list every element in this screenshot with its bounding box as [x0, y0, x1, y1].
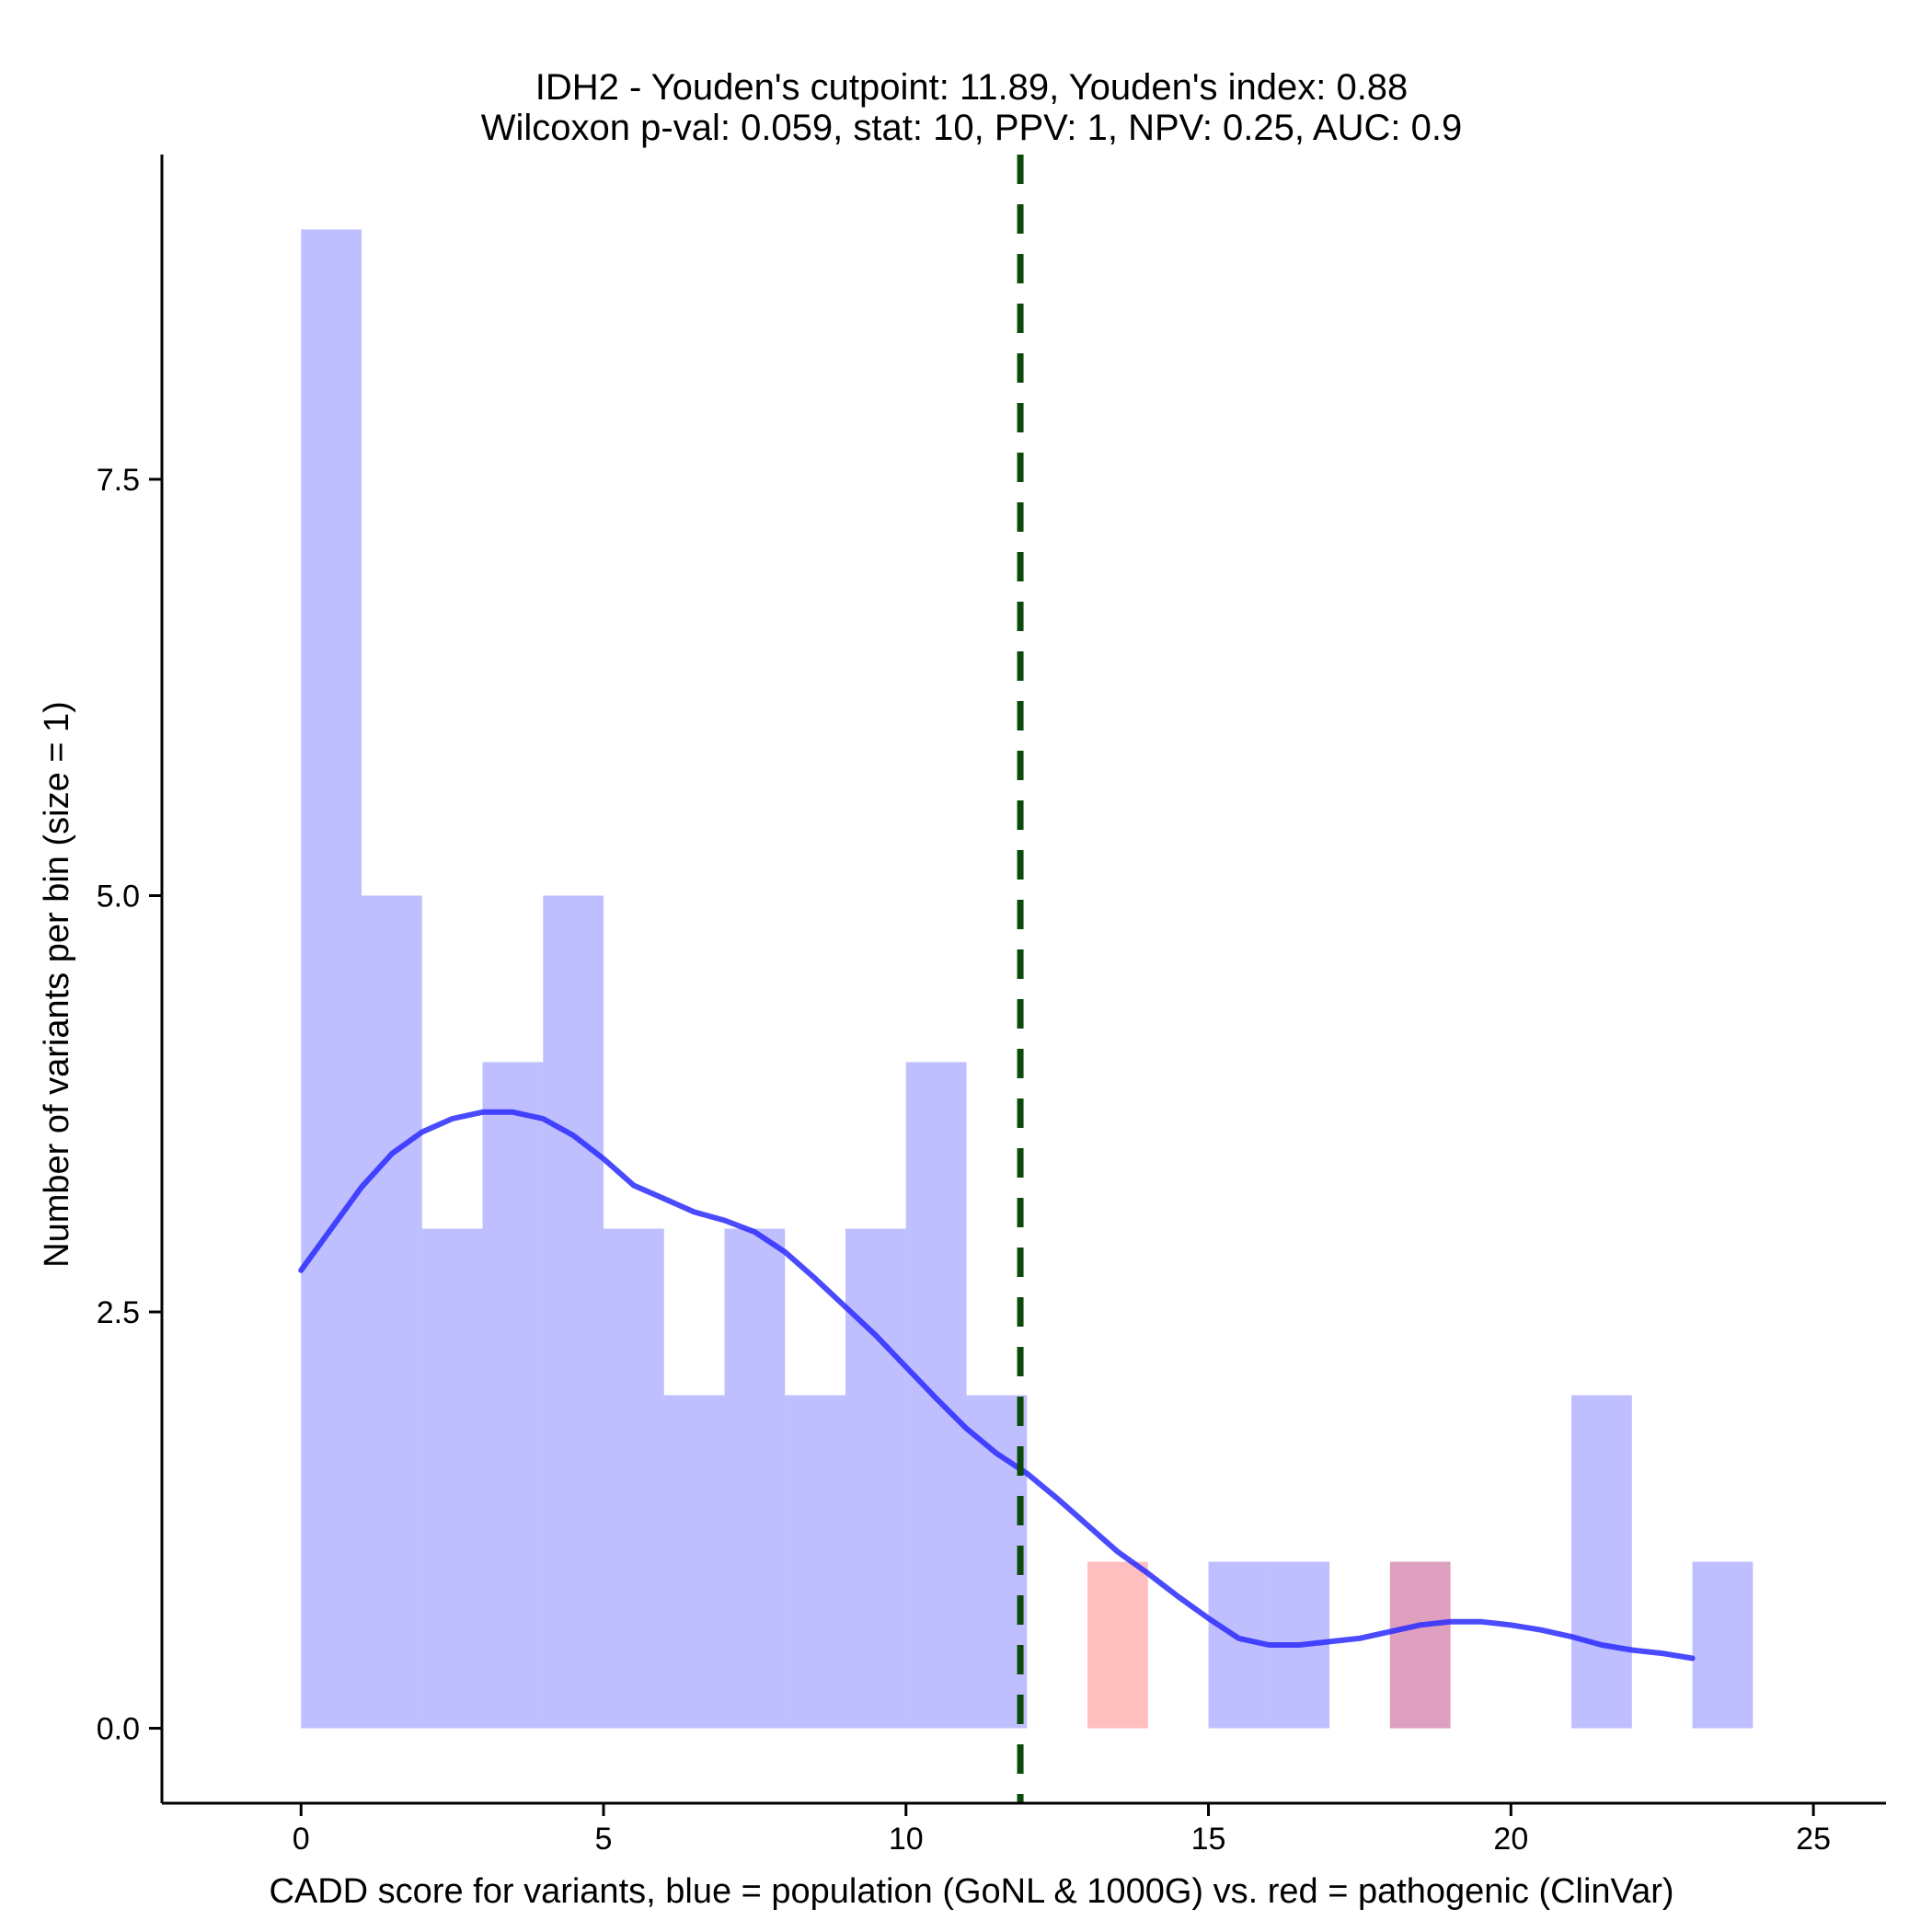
density-curve — [298, 1109, 1696, 1662]
title-line-1: IDH2 - Youden's cutpoint: 11.89, Youden'… — [535, 67, 1409, 108]
x-tick-label: 25 — [1796, 1822, 1831, 1857]
x-tick-label: 0 — [293, 1822, 310, 1857]
histogram-bar — [785, 1395, 846, 1729]
x-tick-label: 10 — [889, 1822, 924, 1857]
y-tick-label: 7.5 — [97, 463, 140, 498]
histogram-bar — [421, 1228, 483, 1729]
x-axis-label: CADD score for variants, blue = populati… — [269, 1872, 1673, 1911]
histogram-bar — [845, 1228, 906, 1729]
y-tick-label: 5.0 — [97, 879, 140, 914]
histogram-bar — [361, 895, 422, 1729]
histogram-bar — [663, 1395, 725, 1729]
histogram-bar — [1571, 1395, 1632, 1729]
y-axis-label: Number of variants per bin (size = 1) — [38, 701, 76, 1268]
histogram-bar — [724, 1228, 786, 1729]
y-tick-label: 2.5 — [97, 1295, 140, 1330]
histogram-bar — [1389, 1561, 1451, 1729]
x-tick-label: 5 — [595, 1822, 613, 1857]
x-axis: 0 5 10 15 20 25 — [162, 1801, 1886, 1857]
x-tick-label: 15 — [1191, 1822, 1226, 1857]
histogram-bar — [604, 1228, 664, 1729]
histogram-bar — [301, 229, 362, 1729]
y-axis: 0.0 2.5 5.0 7.5 — [97, 155, 164, 1803]
series-population — [301, 229, 1754, 1729]
histogram-bar — [482, 1062, 544, 1729]
y-tick-label: 0.0 — [97, 1712, 140, 1747]
histogram-bar — [1692, 1561, 1754, 1729]
x-tick-label: 20 — [1493, 1822, 1528, 1857]
histogram-bar — [543, 895, 604, 1729]
plot-area — [298, 155, 1754, 1803]
histogram-bar — [1087, 1561, 1148, 1729]
series-pathogenic — [1087, 1561, 1451, 1729]
chart-title: IDH2 - Youden's cutpoint: 11.89, Youden'… — [481, 67, 1462, 148]
title-line-2: Wilcoxon p-val: 0.059, stat: 10, PPV: 1,… — [481, 108, 1462, 148]
